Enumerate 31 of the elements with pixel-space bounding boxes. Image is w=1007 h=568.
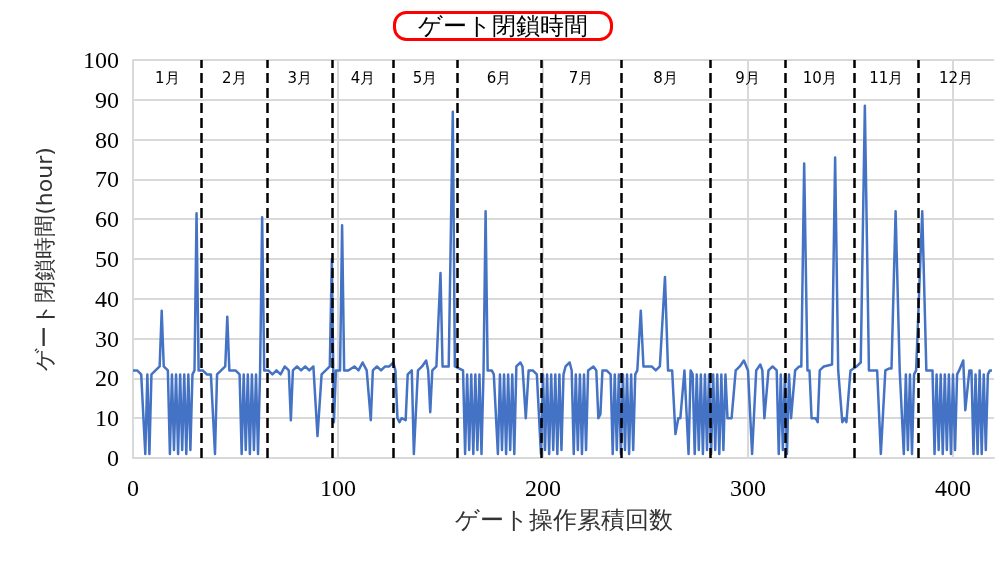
x-tick-label: 400 [935, 475, 971, 501]
y-tick-label: 30 [95, 325, 119, 352]
y-tick-label: 20 [95, 365, 119, 392]
x-tick-label: 200 [525, 475, 561, 501]
annotation: 6月 [486, 69, 512, 87]
y-tick-label: 90 [95, 86, 119, 113]
annotation: 12月 [939, 69, 974, 87]
x-axis-title: ゲート操作累積回数 [454, 506, 673, 534]
annotation: 9月 [735, 69, 760, 87]
chart-title: ゲート閉鎖時間 [418, 12, 588, 40]
annotation: 7月 [568, 69, 594, 87]
y-axis-title: ゲート閉鎖時間(hour) [31, 147, 57, 371]
annotation: 4月 [350, 69, 376, 87]
annotation: 2月 [222, 69, 247, 87]
annotation: 3月 [287, 69, 313, 87]
y-tick-label: 70 [95, 166, 119, 193]
annotation: 5月 [412, 69, 438, 87]
y-tick-label: 80 [95, 126, 119, 153]
annotation: 11月 [869, 69, 904, 87]
y-tick-label: 60 [95, 206, 119, 233]
x-tick-label: 100 [320, 475, 356, 501]
annotation: 1月 [154, 69, 180, 87]
y-tick-label: 10 [95, 405, 119, 432]
y-tick-label: 40 [95, 285, 119, 312]
y-tick-label: 50 [95, 246, 119, 272]
x-tick-label: 300 [730, 475, 766, 501]
annotation: 8月 [653, 69, 678, 87]
y-tick-label: 100 [83, 47, 119, 73]
annotation: 10月 [802, 69, 837, 87]
y-tick-label: 0 [107, 445, 119, 471]
x-tick-label: 0 [127, 475, 139, 501]
